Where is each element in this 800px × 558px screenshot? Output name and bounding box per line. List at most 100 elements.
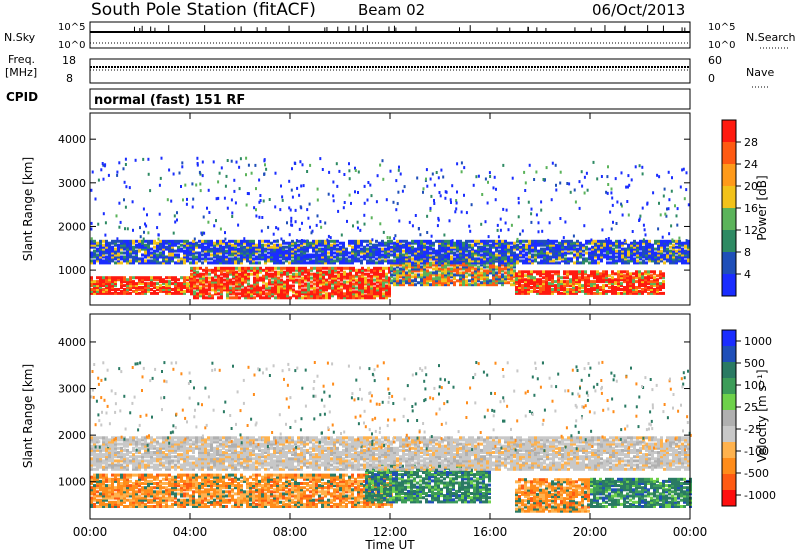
echo-cell (127, 227, 129, 230)
echo-cell (463, 194, 465, 197)
echo-cell (408, 259, 411, 262)
echo-cell (211, 288, 214, 291)
echo-cell (671, 176, 673, 179)
echo-cell (330, 244, 333, 247)
echo-cell (139, 226, 141, 229)
echo-cell (351, 246, 354, 249)
echo-cell (279, 244, 282, 247)
freq-tick-bottom: 8 (66, 72, 73, 85)
echo-cell (120, 221, 122, 224)
echo-cell (326, 239, 328, 242)
echo-cell (453, 281, 456, 284)
echo-cell (156, 482, 159, 485)
echo-cell (325, 267, 328, 270)
y-tick-label: 3000 (58, 177, 86, 190)
echo-cell (310, 285, 313, 288)
echo-cell (202, 273, 205, 276)
echo-cell (208, 273, 211, 276)
echo-cell (450, 268, 453, 271)
echo-cell (654, 240, 657, 243)
echo-cell (238, 166, 240, 169)
echo-cell (292, 288, 295, 291)
echo-cell (141, 482, 144, 485)
echo-cell (354, 240, 357, 243)
echo-cell (234, 240, 237, 243)
echo-cell (552, 259, 555, 262)
echo-cell (357, 227, 359, 230)
echo-cell (96, 474, 99, 477)
echo-cell (471, 240, 474, 243)
echo-cell (433, 199, 435, 202)
echo-cell (144, 486, 147, 489)
echo-cell (684, 197, 686, 200)
echo-cell (393, 242, 396, 245)
echo-cell (348, 169, 350, 172)
echo-cell (477, 240, 480, 243)
echo-cell (416, 177, 418, 180)
echo-cell (611, 270, 614, 273)
echo-cell (192, 198, 194, 201)
echo-cell (675, 250, 678, 253)
echo-cell (606, 175, 608, 178)
echo-cell (585, 257, 588, 260)
echo-cell (298, 290, 301, 293)
echo-cell (593, 292, 596, 295)
echo-cell (118, 161, 120, 164)
echo-cell (398, 166, 400, 169)
echo-cell (555, 240, 558, 243)
echo-cell (564, 240, 567, 243)
echo-cell (363, 246, 366, 249)
echo-cell (369, 246, 372, 249)
echo-cell (277, 271, 280, 274)
echo-cell (474, 240, 477, 243)
echo-cell (363, 240, 366, 243)
echo-cell (207, 240, 210, 243)
echo-cell (111, 240, 114, 243)
echo-cell (223, 267, 226, 270)
echo-cell (333, 259, 336, 262)
echo-cell (382, 178, 384, 181)
echo-cell (609, 256, 612, 259)
echo-cell (614, 278, 617, 281)
echo-cell (331, 267, 334, 270)
echo-cell (379, 222, 381, 225)
echo-cell (332, 181, 334, 184)
echo-cell (495, 198, 497, 201)
echo-cell (483, 240, 486, 243)
echo-cell (668, 232, 670, 235)
echo-cell (150, 480, 153, 483)
echo-cell (662, 292, 665, 295)
echo-cell (114, 474, 117, 477)
echo-cell (530, 270, 533, 273)
echo-cell (96, 490, 99, 493)
echo-cell (663, 195, 665, 198)
echo-cell (444, 197, 446, 200)
echo-cell (480, 246, 483, 249)
echo-cell (336, 240, 339, 243)
echo-cell (346, 273, 349, 276)
echo-cell (333, 256, 336, 259)
echo-cell (196, 285, 199, 288)
echo-cell (219, 240, 222, 243)
echo-cell (432, 248, 435, 251)
echo-cell (431, 235, 433, 238)
echo-cell (135, 244, 138, 247)
echo-cell (447, 240, 450, 243)
echo-cell (241, 267, 244, 270)
echo-cell (599, 292, 602, 295)
echo-cell (307, 217, 309, 220)
echo-cell (538, 230, 540, 233)
echo-cell (611, 188, 613, 191)
echo-cell (650, 280, 653, 283)
echo-cell (316, 224, 318, 227)
echo-cell (461, 211, 463, 214)
echo-cell (429, 240, 432, 243)
echo-cell (415, 214, 417, 217)
echo-cell (367, 279, 370, 282)
echo-cell (498, 240, 501, 243)
echo-cell (426, 231, 428, 234)
echo-cell (294, 242, 297, 245)
echo-cell (528, 256, 531, 259)
